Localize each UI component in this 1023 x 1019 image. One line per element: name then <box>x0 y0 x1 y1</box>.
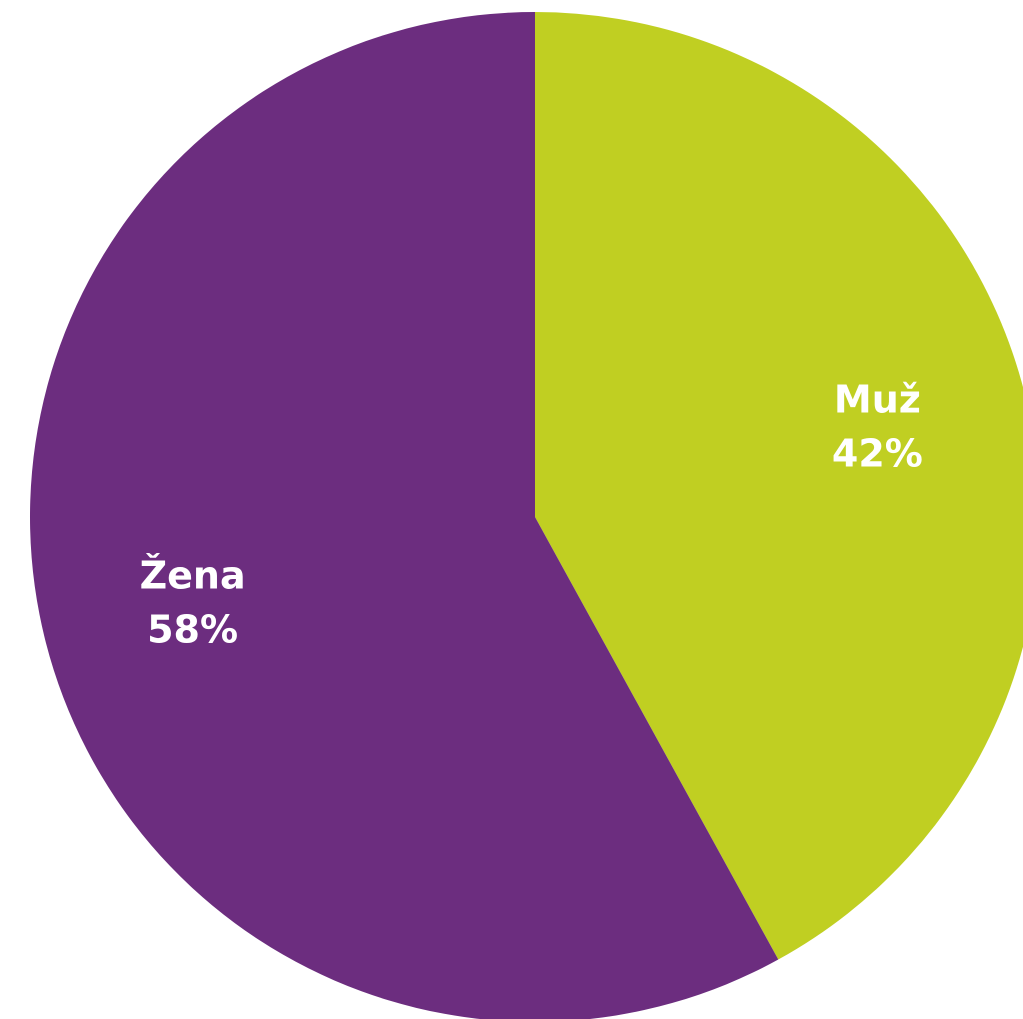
slice-label: Muž <box>834 378 921 422</box>
slice-value-label: 42% <box>832 432 923 476</box>
pie-slice <box>30 12 779 1019</box>
slice-label: Žena <box>140 553 246 597</box>
pie-slice <box>535 12 1023 960</box>
slice-value-label: 58% <box>147 607 238 651</box>
